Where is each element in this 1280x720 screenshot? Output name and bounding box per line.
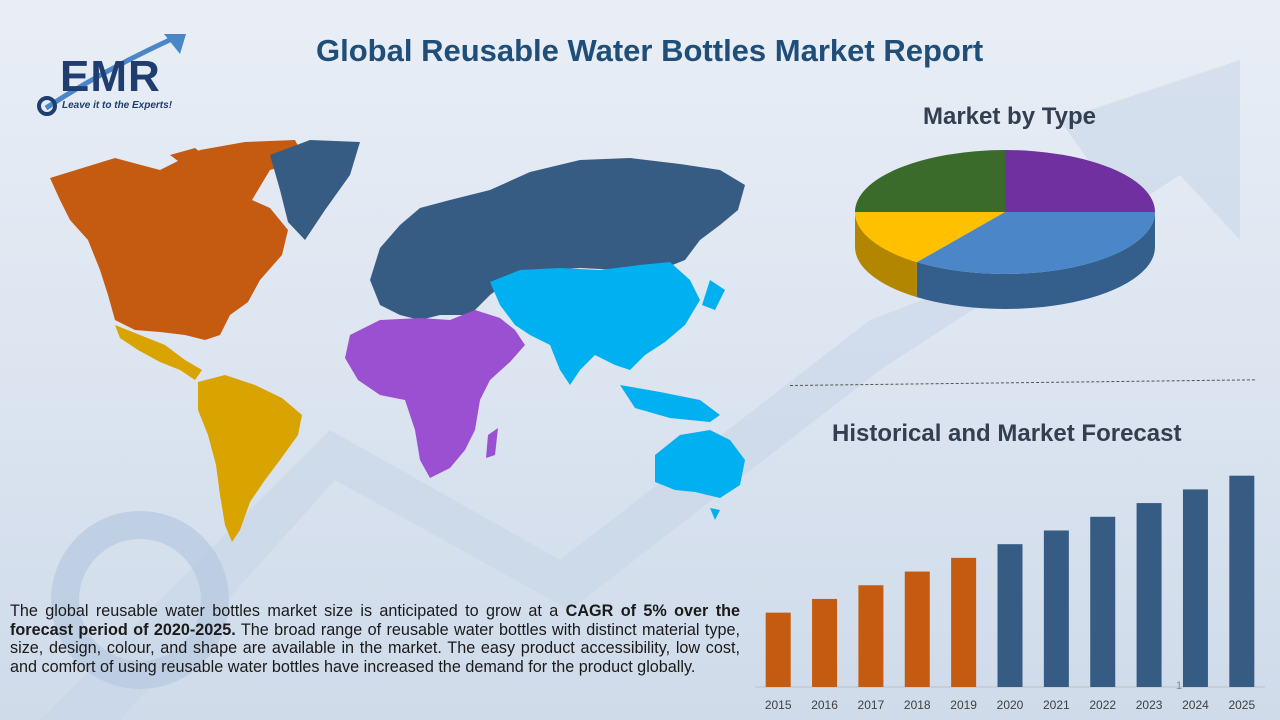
bar-2021[interactable] [1043,530,1069,687]
bar-label-2022: 2022 [1089,698,1116,712]
logo-tagline: Leave it to the Experts! [62,100,173,111]
pie-slice-3[interactable] [855,212,1005,263]
bar-chart-title: Historical and Market Forecast [832,420,1182,447]
logo-wordmark: EMR [60,52,161,101]
map-region-europe-russia[interactable] [370,158,745,320]
map-region-latin-america[interactable] [198,375,302,542]
logo-graphic [37,34,186,116]
pie-slice-side [855,212,917,298]
bar-label-2018: 2018 [904,698,931,712]
bar-label-2019: 2019 [950,698,977,712]
map-region-australia[interactable] [655,430,745,498]
map-region-middle-east-africa[interactable] [345,310,525,478]
pie-chart-title: Market by Type [923,103,1096,130]
slide-number: 1 [1176,680,1183,692]
emr-logo[interactable]: EMR Leave it to the Experts! [34,30,194,125]
map-region-asia-pacific[interactable] [490,262,700,385]
bar-2022[interactable] [1090,516,1116,687]
bar-2019[interactable] [951,557,977,687]
market-description: The global reusable water bottles market… [10,602,740,676]
bar-2017[interactable] [858,585,884,687]
bar-label-2021: 2021 [1043,698,1070,712]
bar-label-2016: 2016 [811,698,838,712]
bar-chart: 2015 2016 2017 2018 2019 2020 2021 2022 2023 2024… [755,475,1265,712]
world-map [50,140,745,542]
bar-2015[interactable] [765,612,791,687]
pie-slice-side [916,212,1155,309]
bar-label-2015: 2015 [765,698,792,712]
bar-label-2025: 2025 [1228,698,1255,712]
bar-label-2024: 2024 [1182,698,1209,712]
bar-label-2020: 2020 [997,698,1024,712]
description-lead: The global reusable water bottles market… [10,602,566,620]
page-title: Global Reusable Water Bottles Market Rep… [316,33,984,68]
pie-chart [855,150,1155,309]
bar-2018[interactable] [904,571,930,687]
bar-label-2023: 2023 [1136,698,1163,712]
pie-slice-1[interactable] [1005,150,1155,212]
bar-2020[interactable] [997,544,1023,687]
map-region-north-america[interactable] [50,140,305,340]
bar-label-2017: 2017 [858,698,885,712]
description-rest: The broad range of reusable water bottle… [10,620,740,676]
bar-2023[interactable] [1136,503,1162,687]
pie-slice-4[interactable] [855,150,1005,212]
pie-slice-2[interactable] [916,212,1155,274]
bar-2025[interactable] [1229,475,1255,687]
description-highlight: CAGR of 5% over the forecast period of 2… [10,602,740,639]
bar-2016[interactable] [812,598,838,687]
map-region-greenland[interactable] [270,140,360,240]
bar-2024[interactable] [1182,489,1208,687]
